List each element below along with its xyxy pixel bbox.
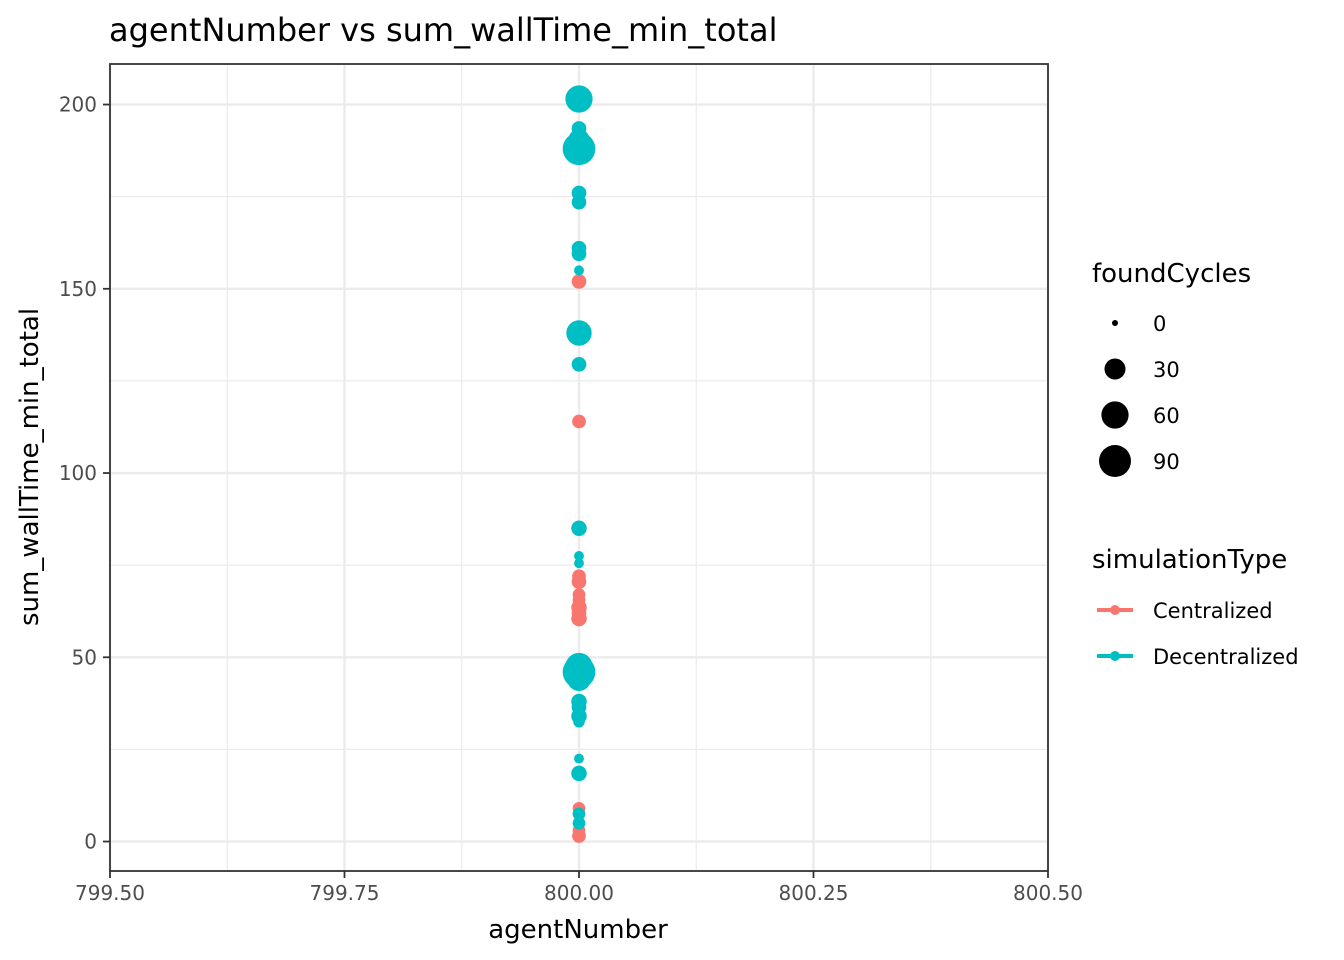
axes: 799.50 799.75 800.00 800.25 800.50 0 50 100 150 2… (59, 63, 1083, 905)
y-axis-title: sum_wallTime_min_total (15, 308, 45, 626)
data-point (571, 765, 587, 782)
data-point (573, 716, 585, 728)
size-legend-key (1112, 320, 1118, 326)
data-point (571, 574, 587, 590)
x-tick-label: 799.75 (310, 881, 380, 905)
series-centralized (571, 274, 587, 843)
chart-title: agentNumber vs sum_wallTime_min_total (109, 11, 777, 49)
data-point (572, 816, 586, 830)
plot-area (108, 64, 1050, 871)
data-point (571, 610, 587, 627)
data-point (571, 246, 587, 262)
data-point (571, 520, 587, 537)
size-legend-key (1104, 358, 1126, 380)
y-tick-label: 0 (84, 830, 97, 854)
size-legend-key (1099, 445, 1131, 477)
data-point (574, 265, 584, 276)
data-point (571, 356, 587, 372)
color-legend-title: simulationType (1092, 545, 1287, 575)
y-tick-label: 150 (59, 277, 97, 301)
color-legend: Centralized Decentralized (1097, 599, 1299, 669)
data-point (565, 85, 593, 113)
x-tick-label: 799.50 (75, 881, 145, 905)
data-point (566, 320, 592, 346)
data-point (571, 274, 587, 289)
y-tick-label: 200 (59, 93, 97, 117)
size-legend-key (1101, 401, 1129, 429)
data-point (567, 667, 591, 692)
color-legend-key (1110, 651, 1120, 661)
x-tick-label: 800.00 (544, 881, 614, 905)
color-legend-label: Decentralized (1153, 645, 1299, 669)
series-decentralized (562, 85, 596, 830)
size-legend-title: foundCycles (1092, 259, 1251, 289)
x-axis-title: agentNumber (488, 915, 668, 945)
x-tick-label: 800.25 (779, 881, 849, 905)
size-legend-label: 30 (1153, 358, 1180, 382)
size-legend: 0 30 60 90 (1099, 312, 1180, 477)
size-legend-label: 90 (1153, 450, 1180, 474)
data-point (572, 414, 586, 429)
y-tick-label: 50 (72, 645, 97, 669)
data-point (572, 829, 586, 843)
legend: foundCycles simulationType 0 30 60 90 Centra… (1092, 259, 1299, 669)
size-legend-label: 60 (1153, 404, 1180, 428)
color-legend-key (1110, 605, 1120, 615)
data-point (571, 194, 587, 210)
data-point (562, 132, 596, 166)
size-legend-label: 0 (1153, 312, 1166, 336)
x-tick-label: 800.50 (1013, 881, 1083, 905)
y-tick-label: 100 (59, 461, 97, 485)
data-point (572, 807, 586, 821)
data-point (574, 558, 584, 569)
data-point (574, 551, 584, 561)
color-legend-label: Centralized (1153, 599, 1273, 623)
data-point (574, 753, 584, 764)
